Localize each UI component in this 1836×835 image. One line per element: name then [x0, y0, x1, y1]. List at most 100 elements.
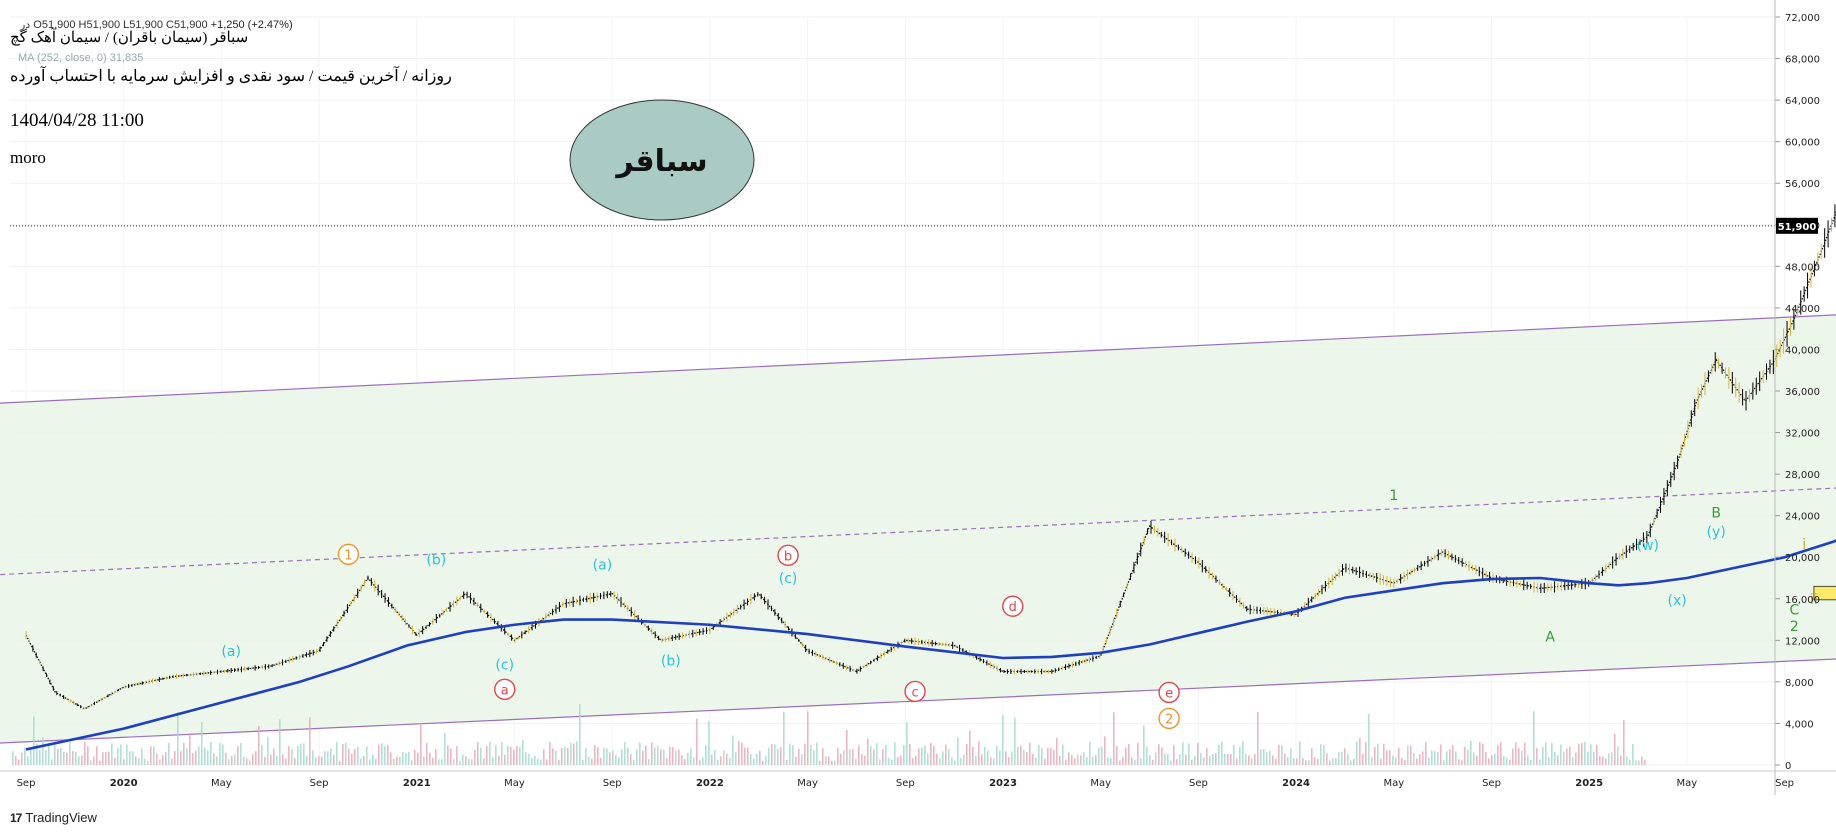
- volume-bar: [1638, 760, 1640, 765]
- volume-bar: [579, 703, 581, 765]
- volume-bar: [12, 751, 14, 765]
- volume-bar: [798, 748, 800, 765]
- volume-bar: [1503, 755, 1505, 765]
- volume-bar: [1641, 756, 1643, 765]
- volume-bar: [630, 754, 632, 765]
- volume-bar: [453, 759, 455, 765]
- volume-bar: [219, 742, 221, 765]
- volume-bar: [780, 747, 782, 765]
- volume-bar: [1035, 757, 1037, 765]
- volume-bar: [846, 729, 848, 765]
- volume-bar: [693, 757, 695, 765]
- volume-bar: [651, 742, 653, 765]
- volume-bar: [1194, 755, 1196, 765]
- volume-bar: [192, 753, 194, 765]
- volume-bar: [858, 745, 860, 765]
- volume-bar: [1356, 741, 1358, 765]
- wave-label-circle: [1158, 707, 1180, 730]
- volume-bar: [111, 743, 113, 765]
- volume-bar: [1245, 753, 1247, 765]
- volume-bar: [72, 751, 74, 765]
- volume-bar: [456, 746, 458, 765]
- volume-bar: [147, 760, 149, 765]
- volume-bar: [339, 760, 341, 765]
- x-tick-label: 2023: [989, 778, 1017, 789]
- volume-bar: [831, 760, 833, 765]
- volume-bar: [225, 752, 227, 765]
- tradingview-brand[interactable]: 17 TradingView: [10, 810, 97, 825]
- volume-bar: [1077, 754, 1079, 765]
- volume-bar: [1542, 746, 1544, 765]
- volume-bar: [954, 760, 956, 765]
- x-tick-label: 2025: [1575, 778, 1603, 789]
- ma-line: [25, 539, 1836, 751]
- volume-bar: [330, 748, 332, 765]
- wave-label: (c): [779, 571, 798, 587]
- volume-bar: [642, 750, 644, 765]
- volume-bar: [1203, 757, 1205, 765]
- volume-bar: [957, 737, 959, 765]
- volume-bar: [1620, 755, 1622, 765]
- volume-bar: [165, 752, 167, 765]
- volume-bar: [1539, 759, 1541, 765]
- wave-label: C: [1789, 602, 1799, 618]
- volume-bar: [732, 735, 734, 765]
- volume-bar: [213, 753, 215, 765]
- volume-bar: [1227, 754, 1229, 765]
- volume-bar: [1137, 742, 1139, 765]
- volume-bar: [45, 750, 47, 765]
- wave-label: c: [911, 685, 918, 700]
- volume-bar: [204, 747, 206, 765]
- volume-bar: [1422, 751, 1424, 765]
- volume-bar: [1332, 758, 1334, 765]
- volume-bar: [1287, 757, 1289, 765]
- volume-bar: [1362, 753, 1364, 765]
- volume-bar: [1317, 758, 1319, 765]
- volume-bar: [1191, 759, 1193, 765]
- volume-bar: [1407, 745, 1409, 765]
- volume-bar: [249, 760, 251, 765]
- y-tick-label: 44,000: [1785, 304, 1820, 315]
- volume-bar: [507, 745, 509, 765]
- volume-bar: [906, 722, 908, 765]
- volume-bar: [576, 741, 578, 765]
- volume-bar: [1485, 751, 1487, 765]
- x-tick-label: Sep: [310, 778, 329, 789]
- volume-bar: [303, 743, 305, 765]
- x-tick-label: May: [1090, 778, 1111, 789]
- volume-bar: [300, 743, 302, 765]
- volume-bar: [195, 750, 197, 765]
- wave-label-circle: [494, 678, 516, 701]
- volume-bar: [1254, 754, 1256, 765]
- volume-bar: [1590, 744, 1592, 765]
- volume-bar: [942, 751, 944, 765]
- volume-bar: [102, 752, 104, 765]
- y-tick-label: 40,000: [1785, 345, 1820, 356]
- wave-label: (w): [1637, 538, 1659, 554]
- volume-bar: [288, 746, 290, 765]
- volume-bar: [306, 756, 308, 765]
- volume-bar: [801, 754, 803, 765]
- x-tick-label: Sep: [896, 778, 915, 789]
- last-price-tag: [1776, 217, 1818, 234]
- volume-bar: [1011, 751, 1013, 765]
- volume-bar: [1563, 751, 1565, 765]
- volume-bar: [1341, 751, 1343, 765]
- volume-bar: [1260, 749, 1262, 765]
- y-tick-label: 56,000: [1785, 179, 1820, 190]
- volume-bar: [81, 755, 83, 765]
- volume-bar: [1182, 742, 1184, 765]
- volume-bar: [1632, 743, 1634, 765]
- volume-bar: [1404, 760, 1406, 765]
- wave-label: 1: [1389, 488, 1398, 504]
- volume-bar: [1614, 734, 1616, 765]
- volume-bar: [282, 754, 284, 765]
- volume-bar: [381, 743, 383, 765]
- timestamp: 1404/04/28 11:00: [10, 110, 144, 131]
- volume-bar: [1389, 750, 1391, 765]
- volume-bar: [555, 750, 557, 765]
- volume-bar: [369, 759, 371, 765]
- wave-labels: 1(a)(b)(c)a(a)(b)b(c)cde21A(w)(x)B(y)iC2…: [221, 488, 1818, 730]
- volume-bar: [75, 751, 77, 765]
